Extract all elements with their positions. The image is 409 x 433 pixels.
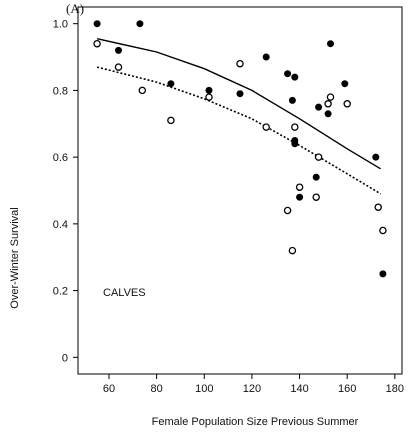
x-tick-label: 180	[386, 383, 404, 395]
point-open	[283, 206, 292, 215]
point-open	[295, 183, 304, 191]
point-filled	[372, 153, 380, 161]
x-axis-title: Female Population Size Previous Summer	[152, 416, 359, 428]
point-filled	[324, 110, 332, 118]
point-open	[343, 100, 351, 108]
annotation-calves: CALVES	[103, 287, 146, 299]
point-open	[379, 226, 387, 235]
point-open	[167, 116, 175, 125]
point-filled	[136, 20, 144, 28]
point-open	[326, 93, 335, 101]
x-tick-label: 120	[243, 383, 261, 395]
point-open	[291, 123, 299, 131]
y-tick-label: 0.8	[53, 85, 68, 97]
x-tick-label: 160	[338, 383, 356, 395]
y-tick-label: 0	[62, 352, 68, 364]
point-open	[236, 59, 244, 68]
point-open	[312, 193, 320, 201]
point-filled	[284, 70, 292, 78]
point-filled	[315, 103, 323, 111]
plot-frame	[77, 6, 403, 375]
y-axis: 0 0.2 0.4 0.6 0.8 1.0	[53, 19, 78, 364]
point-open	[288, 246, 297, 255]
point-open	[114, 63, 123, 71]
point-filled	[288, 96, 296, 104]
x-tick-label: 60	[103, 383, 115, 395]
point-filled	[379, 270, 387, 278]
y-axis-title: Over-Winter Survival	[9, 207, 21, 308]
point-open	[93, 39, 101, 48]
point-open	[314, 153, 323, 161]
fit-lines	[96, 38, 382, 195]
x-tick-label: 80	[150, 383, 162, 395]
y-tick-label: 0.4	[53, 219, 68, 231]
point-filled	[341, 80, 349, 88]
point-open	[262, 123, 270, 131]
point-filled	[296, 193, 304, 201]
point-open	[138, 86, 147, 95]
point-filled	[205, 86, 213, 94]
point-open	[324, 100, 332, 108]
point-filled	[236, 90, 244, 98]
point-filled	[115, 46, 123, 54]
point-filled	[291, 140, 299, 148]
point-filled	[93, 20, 101, 28]
point-filled	[167, 80, 175, 88]
data-points	[93, 20, 387, 278]
x-tick-label: 140	[290, 383, 308, 395]
x-axis: 60 80 100 120 140 160 180	[103, 374, 404, 395]
point-open	[374, 203, 382, 211]
point-filled	[326, 40, 334, 48]
fit-line-dotted	[96, 66, 382, 195]
y-tick-label: 0.6	[53, 152, 68, 164]
point-open	[205, 93, 213, 101]
point-filled	[291, 73, 299, 81]
point-filled	[262, 53, 270, 61]
fit-line-solid	[96, 38, 381, 170]
panel-label: (A)	[66, 1, 84, 16]
y-tick-label: 1.0	[53, 19, 68, 31]
y-tick-label: 0.2	[53, 286, 68, 298]
x-tick-label: 100	[195, 383, 213, 395]
point-filled	[312, 173, 320, 181]
